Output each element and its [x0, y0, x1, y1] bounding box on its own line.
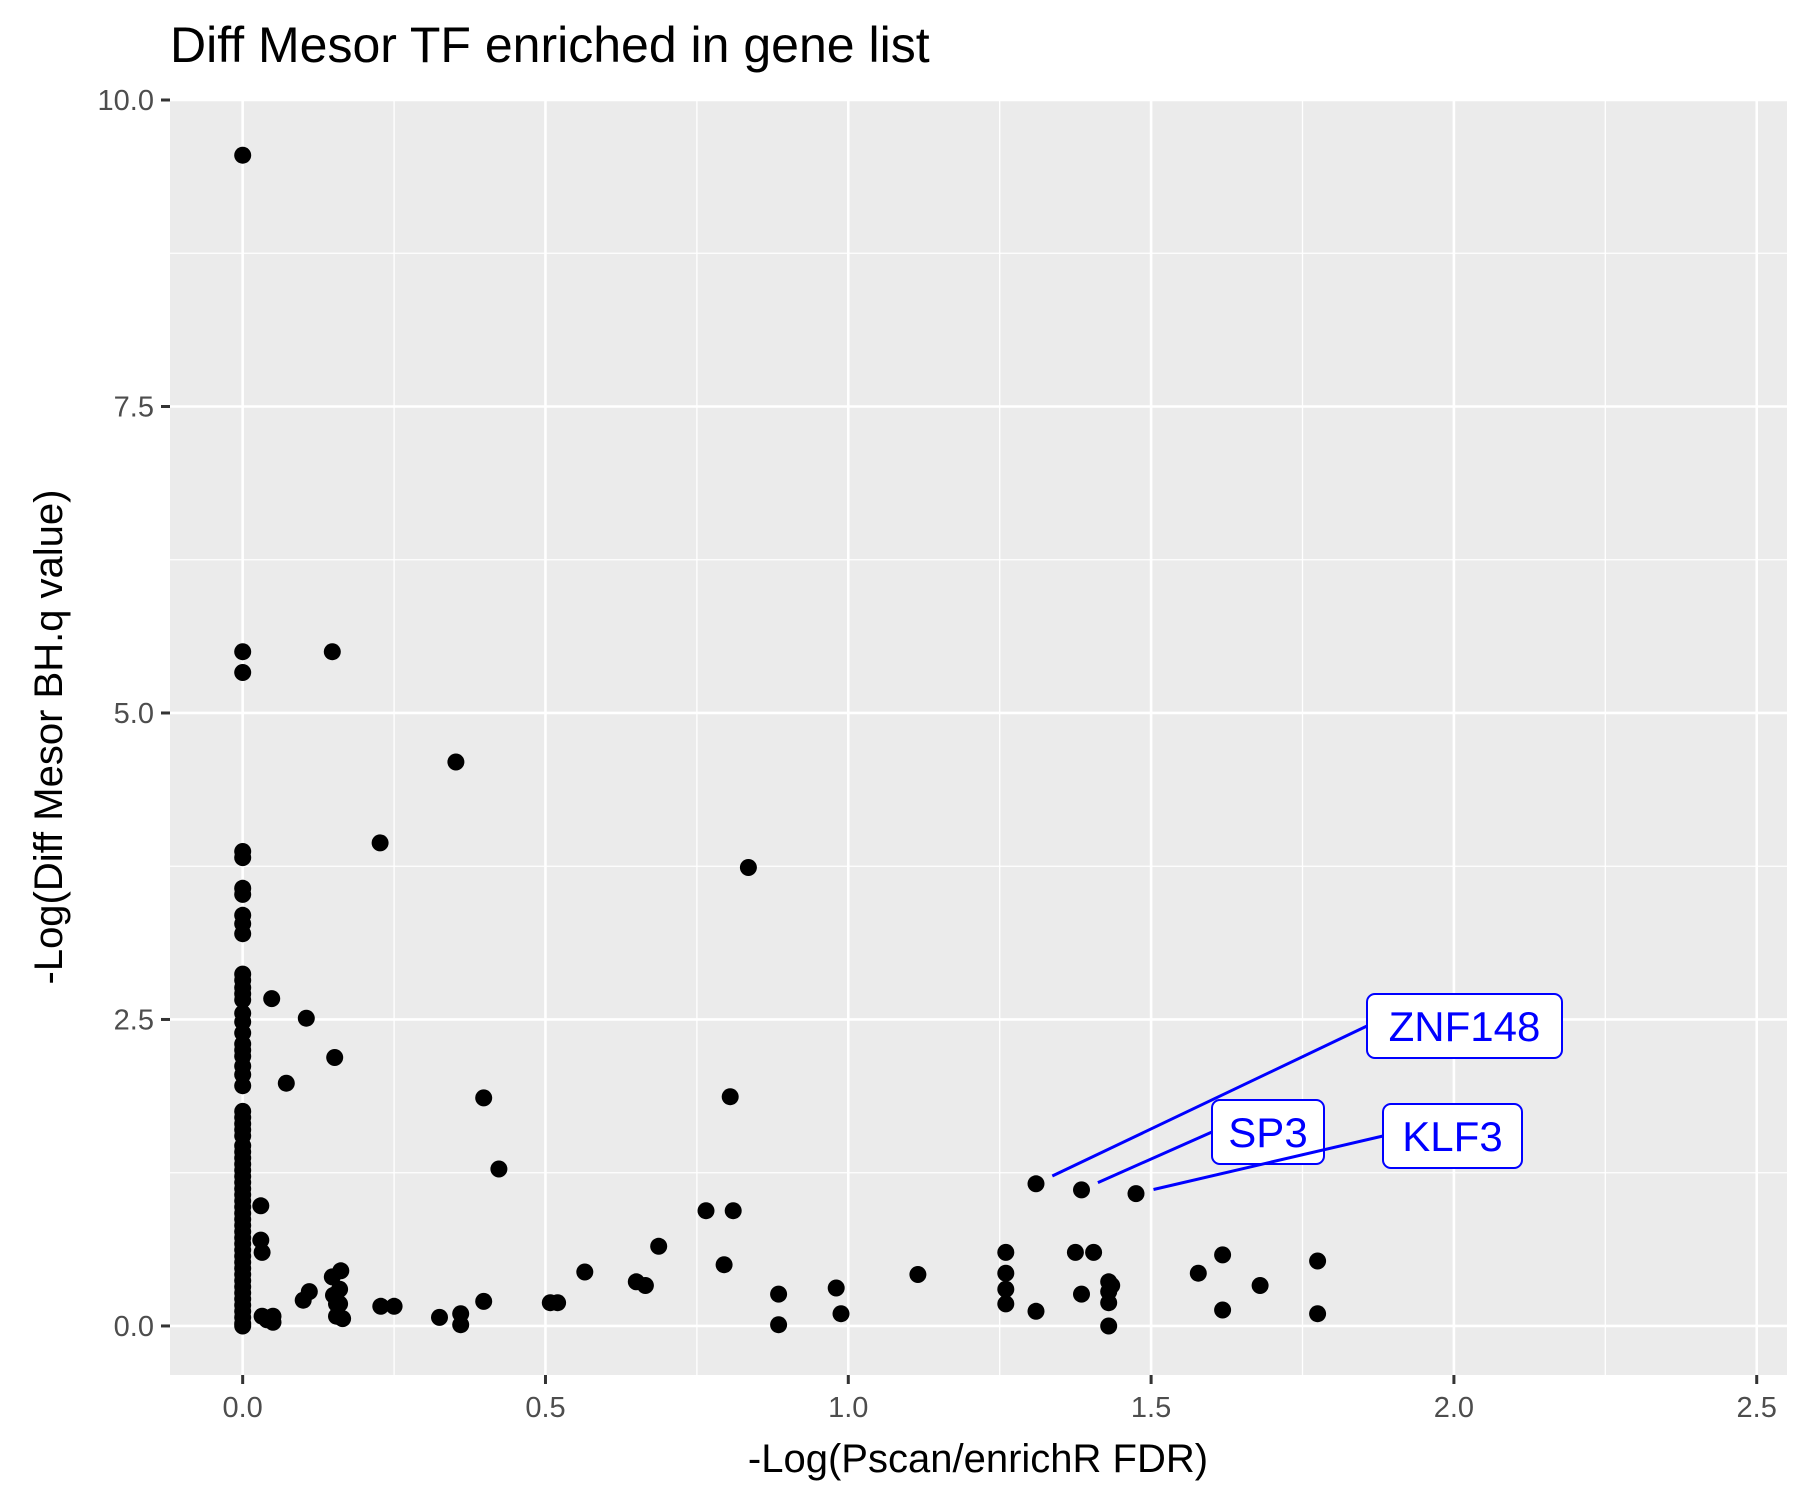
data-point: [770, 1316, 788, 1334]
data-point: [1309, 1252, 1327, 1270]
data-point: [1100, 1294, 1118, 1312]
annotation-box: [1366, 993, 1563, 1059]
annotation-label: KLF3: [1402, 1113, 1502, 1160]
data-point: [724, 1202, 742, 1220]
data-point: [1214, 1301, 1232, 1319]
data-point: [475, 1292, 493, 1310]
data-point: [385, 1297, 403, 1315]
x-tick-label: 0.0: [223, 1392, 263, 1424]
data-point: [721, 1088, 739, 1106]
data-point: [234, 849, 252, 867]
data-point: [371, 834, 389, 852]
x-tick-label: 1.0: [828, 1392, 868, 1424]
y-tick-label: 2.5: [114, 1004, 154, 1036]
x-tick-label: 1.5: [1131, 1392, 1171, 1424]
data-point: [997, 1264, 1015, 1282]
data-point: [234, 885, 252, 903]
data-point: [234, 1317, 252, 1335]
y-tick-label: 0.0: [114, 1311, 154, 1343]
data-point: [331, 1295, 349, 1313]
x-tick-label: 2.5: [1737, 1392, 1777, 1424]
y-tick-label: 7.5: [114, 391, 154, 423]
data-point: [770, 1285, 788, 1303]
y-axis-title: -Log(Diff Mesor BH.q value): [27, 490, 71, 985]
data-point: [475, 1089, 493, 1107]
data-point: [277, 1074, 295, 1092]
data-point: [636, 1277, 654, 1294]
data-point: [1066, 1243, 1084, 1261]
data-point: [332, 1262, 350, 1280]
data-point: [252, 1197, 270, 1215]
data-point: [739, 859, 757, 876]
data-point: [234, 925, 252, 943]
data-point: [697, 1202, 715, 1220]
data-point: [234, 991, 252, 1009]
data-point: [832, 1305, 850, 1323]
annotation-leader-line: [1097, 1130, 1213, 1184]
data-point: [490, 1160, 508, 1178]
data-point: [1251, 1277, 1269, 1294]
data-point: [234, 146, 252, 164]
data-point: [431, 1308, 448, 1326]
data-point: [715, 1256, 733, 1274]
data-point: [334, 1310, 352, 1328]
data-point: [1027, 1302, 1045, 1320]
data-point: [1127, 1185, 1145, 1203]
data-point: [1189, 1264, 1207, 1282]
data-point: [1214, 1246, 1232, 1264]
data-point: [1103, 1277, 1121, 1294]
data-point: [997, 1243, 1015, 1261]
annotation-box: [1382, 1103, 1523, 1169]
data-point: [264, 1307, 282, 1325]
data-points: [234, 146, 1327, 1335]
y-tick-label: 10.0: [98, 85, 154, 117]
data-point: [297, 1009, 315, 1027]
annotation-labels: ZNF148 SP3 KLF3: [1051, 993, 1563, 1191]
data-point: [1085, 1243, 1103, 1261]
chart-title: Diff Mesor TF enriched in gene list: [170, 17, 930, 73]
axes: 0.0 0.5 1.0 1.5 2.0 2.5 0.0 2.5 5.0 7.5 10.0: [98, 85, 1777, 1424]
data-point: [234, 643, 252, 661]
x-tick-label: 2.0: [1434, 1392, 1474, 1424]
data-point: [300, 1283, 318, 1301]
panel-background: [170, 100, 1787, 1375]
data-point: [909, 1266, 927, 1283]
data-point: [576, 1263, 594, 1281]
data-point: [323, 643, 341, 661]
data-point: [1073, 1181, 1090, 1199]
annotation-label: SP3: [1228, 1109, 1307, 1156]
x-tick-label: 0.5: [525, 1392, 565, 1424]
data-point: [372, 1297, 390, 1315]
y-tick-label: 5.0: [114, 698, 154, 730]
data-point: [263, 990, 281, 1008]
data-point: [997, 1280, 1015, 1298]
data-point: [252, 1231, 270, 1249]
data-point: [549, 1294, 567, 1312]
data-point: [997, 1295, 1015, 1313]
data-point: [827, 1279, 845, 1297]
data-point: [452, 1316, 470, 1334]
data-point: [650, 1237, 668, 1255]
annotation-label: ZNF148: [1389, 1003, 1541, 1050]
data-point: [447, 753, 465, 771]
x-axis-title: -Log(Pscan/enrichR FDR): [748, 1437, 1208, 1481]
data-point: [1100, 1317, 1118, 1335]
data-point: [326, 1049, 344, 1066]
data-point: [234, 664, 252, 681]
data-point: [331, 1280, 349, 1298]
data-point: [234, 1077, 252, 1095]
data-point: [1073, 1285, 1090, 1303]
data-point: [253, 1243, 271, 1261]
data-point: [1309, 1305, 1327, 1323]
annotation-leader-line: [1153, 1134, 1384, 1191]
data-point: [1027, 1175, 1045, 1193]
annotation-leader-line: [1051, 1024, 1368, 1178]
